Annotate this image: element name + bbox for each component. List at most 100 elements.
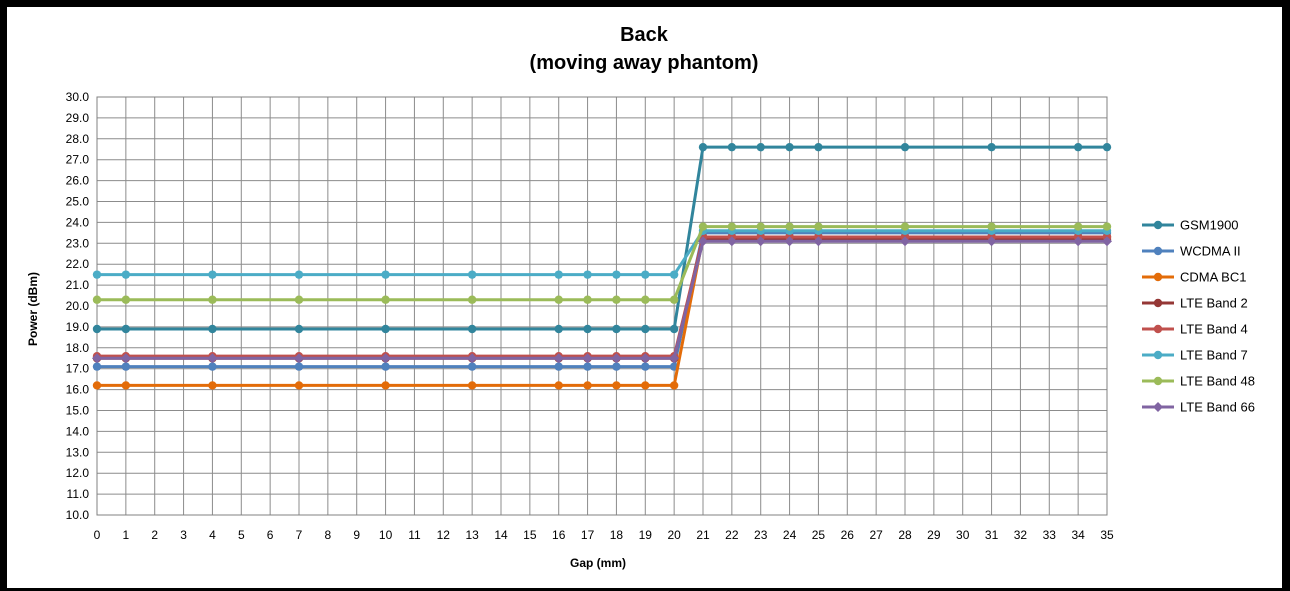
data-point — [120, 353, 131, 364]
x-tick-label: 20 — [667, 528, 681, 542]
data-point — [467, 270, 477, 279]
x-tick-label: 5 — [238, 528, 245, 542]
data-point — [900, 142, 910, 152]
y-tick-label: 13.0 — [66, 445, 90, 459]
data-point — [583, 324, 592, 334]
data-point — [208, 295, 217, 304]
x-tick-label: 13 — [465, 528, 479, 542]
legend-label: CDMA BC1 — [1180, 270, 1246, 285]
x-tick-label: 9 — [353, 528, 360, 542]
y-tick-label: 24.0 — [66, 215, 90, 229]
y-tick-label: 30.0 — [66, 90, 90, 104]
data-point — [92, 270, 102, 279]
data-point — [380, 353, 391, 364]
series-line — [97, 229, 1107, 277]
legend-label: LTE Band 2 — [1180, 296, 1248, 311]
data-point — [1073, 142, 1083, 152]
x-tick-label: 16 — [552, 528, 566, 542]
data-point — [669, 353, 680, 364]
x-tick-label: 31 — [985, 528, 999, 542]
data-point — [1102, 142, 1112, 152]
data-point — [641, 381, 650, 390]
data-point — [612, 295, 621, 304]
data-point — [554, 324, 563, 334]
y-tick-label: 20.0 — [66, 299, 90, 313]
data-point — [208, 270, 217, 279]
legend-marker — [1153, 324, 1163, 334]
x-tick-label: 11 — [408, 528, 421, 542]
data-point — [612, 324, 621, 334]
data-point — [121, 295, 131, 304]
x-tick-label: 14 — [494, 528, 508, 542]
y-tick-label: 21.0 — [66, 278, 90, 292]
data-point — [121, 381, 131, 390]
data-point — [467, 362, 477, 371]
legend-marker — [1153, 298, 1163, 308]
y-tick-label: 28.0 — [66, 132, 90, 146]
data-point — [814, 222, 823, 231]
data-point — [987, 142, 996, 152]
x-tick-label: 10 — [379, 528, 393, 542]
x-tick-label: 33 — [1043, 528, 1057, 542]
x-tick-label: 15 — [523, 528, 537, 542]
y-tick-label: 14.0 — [66, 424, 90, 438]
data-point — [582, 353, 593, 364]
data-point — [583, 381, 592, 390]
x-tick-label: 25 — [812, 528, 826, 542]
chart-title: Back — [620, 24, 669, 46]
legend-item: LTE Band 2 — [1142, 296, 1248, 311]
data-point — [294, 295, 304, 304]
data-point — [784, 236, 795, 247]
x-tick-label: 26 — [841, 528, 855, 542]
data-point — [208, 324, 217, 334]
data-point — [727, 222, 737, 231]
data-point — [121, 362, 131, 371]
data-point — [467, 324, 477, 334]
x-tick-label: 3 — [180, 528, 187, 542]
data-point — [121, 324, 131, 334]
x-tick-label: 21 — [696, 528, 710, 542]
data-point — [669, 381, 679, 390]
legend-label: LTE Band 48 — [1180, 374, 1255, 389]
y-tick-label: 17.0 — [66, 362, 90, 376]
data-point — [641, 270, 650, 279]
data-point — [641, 362, 650, 371]
data-point — [294, 324, 304, 334]
legend: GSM1900 WCDMA II CDMA BC1 LTE Band 2 LTE Ban… — [1142, 218, 1255, 415]
y-tick-label: 23.0 — [66, 236, 90, 250]
data-point — [785, 142, 794, 152]
legend-label: GSM1900 — [1180, 218, 1239, 233]
data-point — [294, 270, 304, 279]
x-tick-label: 30 — [956, 528, 970, 542]
x-tick-label: 17 — [581, 528, 595, 542]
x-tick-label: 22 — [725, 528, 739, 542]
data-point — [92, 324, 102, 334]
x-tick-label: 2 — [151, 528, 158, 542]
x-tick-label: 1 — [123, 528, 130, 542]
y-tick-label: 26.0 — [66, 174, 90, 188]
data-point — [1102, 236, 1112, 247]
data-point — [121, 270, 131, 279]
data-point — [612, 381, 621, 390]
data-point — [698, 236, 708, 247]
legend-item: LTE Band 48 — [1142, 374, 1255, 389]
data-point — [554, 381, 563, 390]
data-point — [986, 236, 997, 247]
line-chart: Back (moving away phantom) 10.011.012.01… — [26, 24, 1255, 570]
data-point — [583, 362, 592, 371]
legend-label: LTE Band 7 — [1180, 348, 1248, 363]
series-gsm1900 — [92, 142, 1112, 334]
data-point — [554, 295, 563, 304]
series-line — [97, 235, 1107, 358]
data-point — [813, 236, 824, 247]
data-point — [467, 295, 477, 304]
data-point — [727, 142, 737, 152]
data-point — [612, 270, 621, 279]
y-tick-label: 27.0 — [66, 153, 90, 167]
data-point — [467, 353, 478, 364]
data-point — [669, 295, 679, 304]
data-point — [1073, 236, 1084, 247]
data-point — [583, 270, 592, 279]
series-line — [97, 235, 1107, 387]
data-point — [583, 295, 592, 304]
